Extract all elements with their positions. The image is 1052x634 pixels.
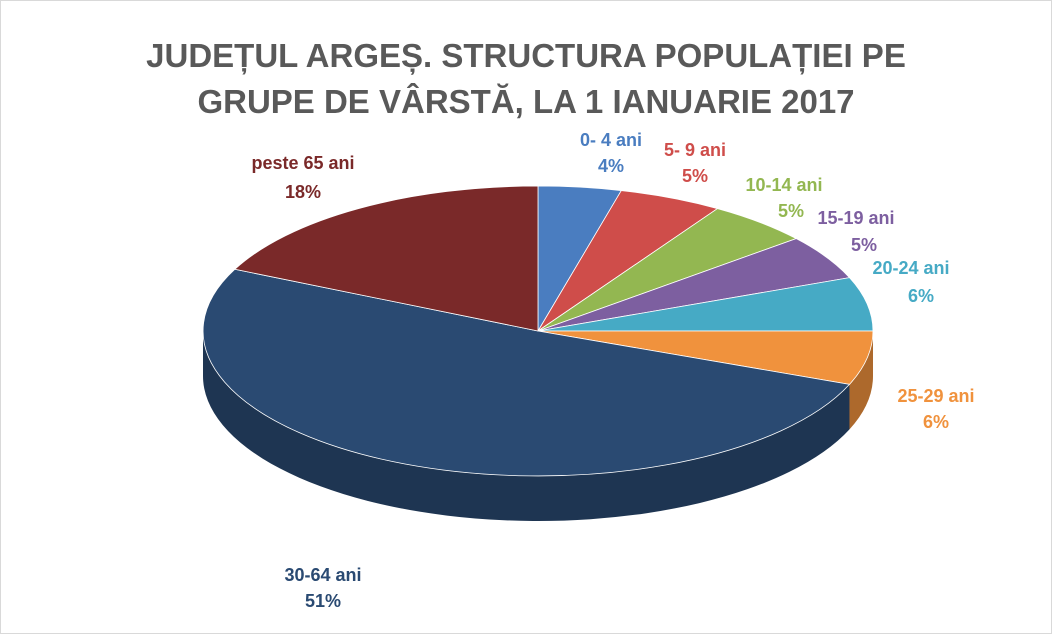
slice-value-label: 6% xyxy=(908,286,934,306)
slice-value-label: 51% xyxy=(305,591,341,611)
slice-value-label: 5% xyxy=(851,235,877,255)
slice-value-label: 5% xyxy=(778,201,804,221)
slice-category-label: 5- 9 ani xyxy=(664,140,726,160)
pie-side xyxy=(203,331,850,522)
slice-category-label: peste 65 ani xyxy=(251,153,354,173)
pie-slice xyxy=(202,268,851,477)
slice-category-label: 10-14 ani xyxy=(745,175,822,195)
pie-slice xyxy=(537,277,874,332)
slice-category-label: 25-29 ani xyxy=(897,386,974,406)
slice-category-label: 30-64 ani xyxy=(284,565,361,585)
slice-category-label: 15-19 ani xyxy=(817,208,894,228)
pie-side xyxy=(849,331,873,430)
slice-value-label: 5% xyxy=(682,166,708,186)
slice-value-label: 18% xyxy=(285,182,321,202)
slice-category-label: 20-24 ani xyxy=(872,258,949,278)
slice-category-label: 0- 4 ani xyxy=(580,130,642,150)
pie-slice xyxy=(537,330,874,385)
chart-title: JUDEȚUL ARGEȘ. STRUCTURA POPULAȚIEI PE G… xyxy=(146,37,906,120)
slice-value-label: 4% xyxy=(598,156,624,176)
pie-slice xyxy=(234,185,539,332)
slice-value-label: 6% xyxy=(923,412,949,432)
